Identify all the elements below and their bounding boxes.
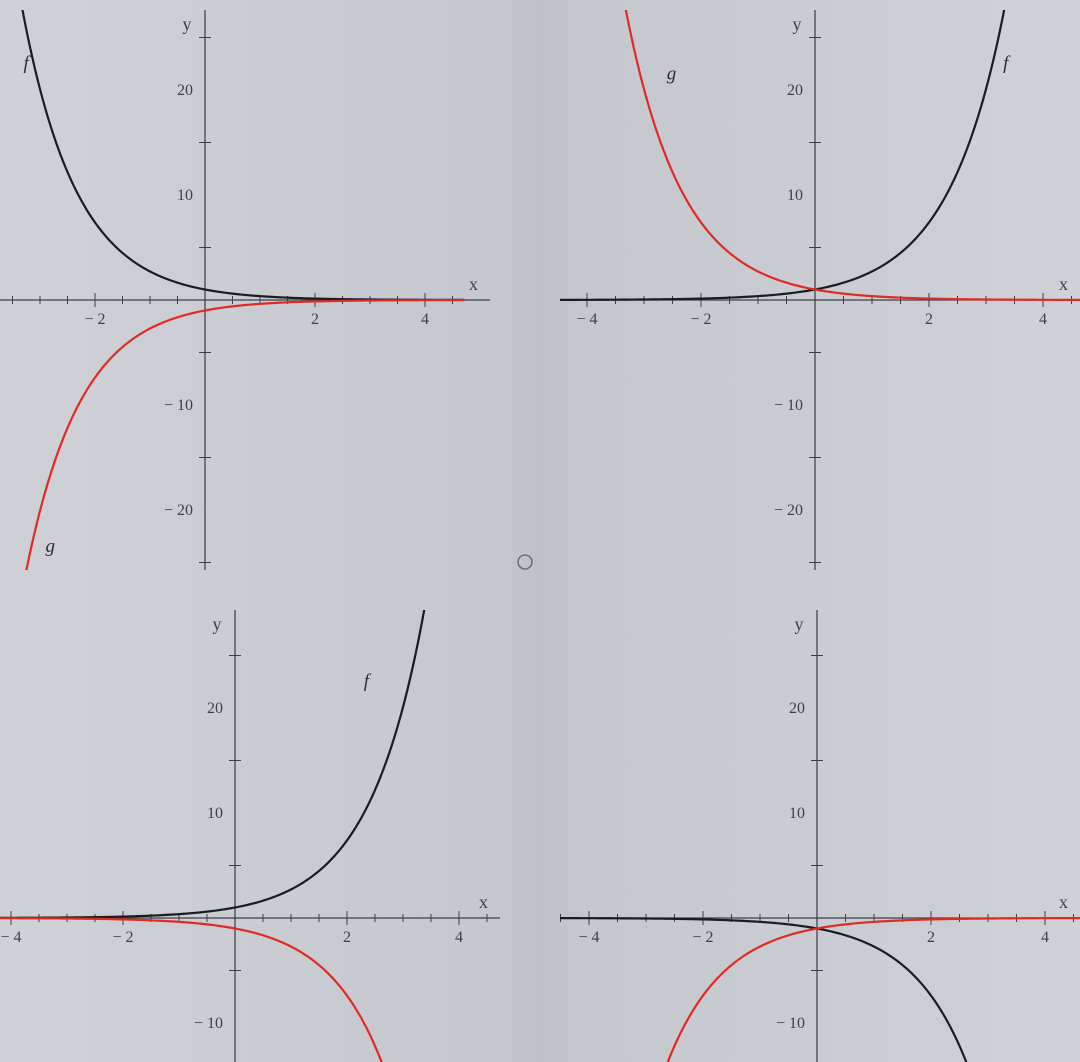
x-tick-label: 2 xyxy=(925,311,933,328)
y-tick-label: − 10 xyxy=(194,1015,223,1032)
x-tick-label: 2 xyxy=(311,311,319,328)
curve-label-g: g xyxy=(667,64,677,85)
x-tick-label: 2 xyxy=(927,929,935,946)
y-tick-label: 10 xyxy=(789,805,805,822)
y-axis-label: y xyxy=(213,614,222,634)
y-tick-label: − 10 xyxy=(776,1015,805,1032)
x-tick-label: − 2 xyxy=(690,311,711,328)
y-tick-label: − 20 xyxy=(774,502,803,519)
y-tick-label: 20 xyxy=(207,700,223,717)
y-tick-label: − 10 xyxy=(164,397,193,414)
x-tick-label: − 4 xyxy=(0,929,21,946)
x-tick-label: 2 xyxy=(343,929,351,946)
x-axis-label: x xyxy=(1059,274,1068,294)
y-tick-label: 20 xyxy=(177,82,193,99)
y-tick-label: 20 xyxy=(787,82,803,99)
x-tick-label: − 2 xyxy=(84,311,105,328)
x-tick-label: 4 xyxy=(421,311,429,328)
x-tick-label: − 4 xyxy=(576,311,597,328)
x-tick-label: 4 xyxy=(1041,929,1049,946)
y-tick-label: 10 xyxy=(207,805,223,822)
y-tick-label: 10 xyxy=(177,187,193,204)
charts-canvas: − 224− 20− 101020yxfg− 4− 224− 20− 10102… xyxy=(0,0,1080,1062)
y-axis-label: y xyxy=(793,14,802,34)
y-axis-label: y xyxy=(183,14,192,34)
x-axis-label: x xyxy=(479,892,488,912)
y-tick-label: 10 xyxy=(787,187,803,204)
curve-label-g: g xyxy=(46,536,56,557)
y-tick-label: 20 xyxy=(789,700,805,717)
x-tick-label: − 2 xyxy=(112,929,133,946)
x-tick-label: 4 xyxy=(1039,311,1047,328)
x-axis-label: x xyxy=(469,274,478,294)
x-axis-label: x xyxy=(1059,892,1068,912)
x-tick-label: − 4 xyxy=(578,929,599,946)
x-tick-label: − 2 xyxy=(692,929,713,946)
y-tick-label: − 20 xyxy=(164,502,193,519)
y-axis-label: y xyxy=(795,614,804,634)
x-tick-label: 4 xyxy=(455,929,463,946)
y-tick-label: − 10 xyxy=(774,397,803,414)
